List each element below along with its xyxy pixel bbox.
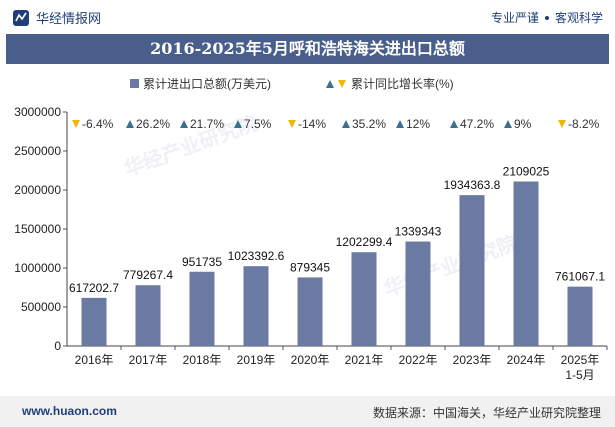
- bar-value-label: 1202299.4: [336, 235, 393, 249]
- legend-growth-label: 累计同比增长率(%): [351, 77, 454, 91]
- bar: [351, 252, 377, 346]
- tagline: 专业严谨 客观科学: [491, 9, 603, 26]
- bar: [297, 277, 323, 346]
- x-tick-label: 2022年: [399, 353, 438, 367]
- top-bar: 华经情报网 专业严谨 客观科学: [0, 0, 615, 34]
- brand-name: 华经情报网: [36, 11, 102, 26]
- growth-label: 12%: [406, 117, 430, 131]
- legend-total-label: 累计进出口总额(万美元): [143, 77, 271, 91]
- growth-up-triangle-icon: [234, 120, 242, 128]
- growth-label: 26.2%: [136, 117, 170, 131]
- growth-label: 47.2%: [460, 117, 494, 131]
- growth-up-triangle-icon: [342, 120, 350, 128]
- legend-bar-swatch: [130, 79, 139, 88]
- growth-up-triangle-icon: [126, 120, 134, 128]
- bar-value-label: 779267.4: [123, 268, 173, 282]
- bar-value-label: 1339343: [395, 225, 442, 239]
- chart-legend: 累计进出口总额(万美元) 累计同比增长率(%): [0, 72, 615, 92]
- growth-down-triangle-icon: [72, 120, 80, 128]
- growth-label: -6.4%: [82, 117, 114, 131]
- growth-label: -8.2%: [568, 117, 600, 131]
- growth-up-triangle-icon: [504, 120, 512, 128]
- footer-website-link[interactable]: www.huaon.com: [22, 404, 117, 418]
- x-tick-label: 2023年: [453, 353, 492, 367]
- footer-source: 数据来源：中国海关，华经产业研究院整理: [372, 406, 601, 420]
- growth-up-triangle-icon: [450, 120, 458, 128]
- bar-value-label: 1934363.8: [444, 178, 501, 192]
- growth-down-triangle-icon: [558, 120, 566, 128]
- bar-value-label: 951735: [182, 255, 222, 269]
- growth-label: 35.2%: [352, 117, 386, 131]
- chart-title: 2016-2025年5月呼和浩特海关进出口总额: [6, 34, 609, 64]
- growth-label: -14%: [298, 117, 326, 131]
- growth-label: 7.5%: [244, 117, 272, 131]
- x-tick-label: 2021年: [345, 353, 384, 367]
- brand-logo-icon: [13, 9, 29, 26]
- x-tick-label: 2019年: [237, 353, 276, 367]
- bar-value-label: 1023392.6: [228, 249, 285, 263]
- tagline-left: 专业严谨: [490, 11, 539, 25]
- bar-value-label: 617202.7: [69, 281, 119, 295]
- y-tick-label: 1000000: [14, 261, 61, 275]
- separator-dot-icon: [544, 15, 549, 20]
- y-tick-label: 1500000: [14, 222, 61, 236]
- x-tick-label: 2016年: [75, 353, 114, 367]
- bar: [189, 271, 215, 346]
- bar: [243, 266, 269, 346]
- x-tick-label: 2024年: [507, 353, 546, 367]
- bar: [405, 241, 431, 346]
- y-tick-label: 500000: [21, 300, 61, 314]
- legend-item-growth: 累计同比增长率(%): [325, 75, 454, 92]
- y-tick-label: 2000000: [14, 183, 61, 197]
- legend-item-total: 累计进出口总额(万美元): [130, 75, 271, 92]
- bar: [567, 286, 593, 346]
- bar: [459, 195, 485, 346]
- x-tick-label: 2018年: [183, 353, 222, 367]
- growth-down-triangle-icon: [288, 120, 296, 128]
- x-tick-label: 2020年: [291, 353, 330, 367]
- y-tick-label: 0: [54, 339, 61, 353]
- footer: www.huaon.com 数据来源：中国海关，华经产业研究院整理: [0, 396, 615, 427]
- growth-up-triangle-icon: [180, 120, 188, 128]
- y-tick-label: 2500000: [14, 144, 61, 158]
- y-tick-label: 3000000: [14, 105, 61, 119]
- bar: [135, 285, 161, 346]
- bar-value-label: 761067.1: [555, 270, 605, 284]
- brand[interactable]: 华经情报网: [12, 8, 101, 27]
- bar-value-label: 2109025: [503, 164, 550, 178]
- bar-value-label: 879345: [290, 260, 330, 274]
- growth-label: 21.7%: [190, 117, 224, 131]
- growth-triangles-icon: [326, 79, 346, 88]
- x-tick-label: 2017年: [129, 353, 168, 367]
- tagline-right: 客观科学: [554, 11, 603, 25]
- x-tick-label: 2025年: [561, 353, 600, 367]
- growth-label: 9%: [514, 117, 532, 131]
- bar: [81, 297, 107, 346]
- x-tick-label: 1-5月: [565, 368, 594, 382]
- growth-up-triangle-icon: [396, 120, 404, 128]
- bar: [513, 181, 539, 346]
